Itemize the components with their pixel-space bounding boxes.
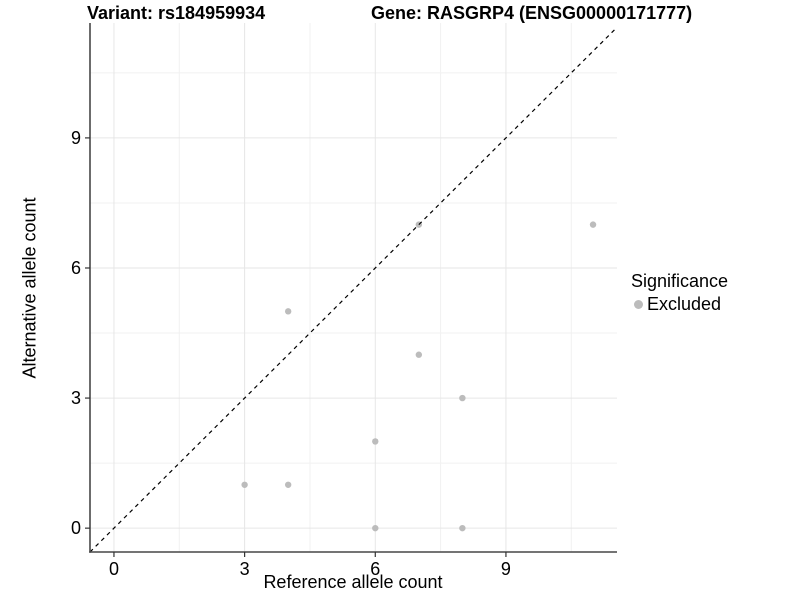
x-tick-label: 0 <box>109 559 119 579</box>
x-axis-title: Reference allele count <box>263 572 443 592</box>
legend-item-label: Excluded <box>647 294 722 314</box>
legend-item: Excluded <box>631 294 728 315</box>
y-tick-label: 3 <box>71 388 81 408</box>
y-tick-label: 0 <box>71 518 81 538</box>
gene-title: Gene: RASGRP4 (ENSG00000171777) <box>371 3 693 23</box>
data-point <box>415 351 423 358</box>
data-point <box>459 524 466 532</box>
legend-title: Significance <box>631 271 729 291</box>
x-tick-label: 3 <box>240 559 250 579</box>
data-point <box>241 481 248 488</box>
data-point <box>284 308 292 315</box>
data-point <box>459 394 466 402</box>
variant-title: Variant: rs184959934 <box>87 3 266 23</box>
y-tick-label: 9 <box>71 128 81 148</box>
y-tick-label: 6 <box>71 258 81 278</box>
legend: Significance Excluded <box>631 271 728 315</box>
data-point <box>372 524 379 532</box>
data-point <box>589 221 597 228</box>
y-axis-title: Alternative allele count <box>19 197 40 379</box>
data-point <box>284 481 292 488</box>
excluded-point-icon <box>634 300 643 309</box>
x-tick-label: 9 <box>501 559 511 579</box>
data-point <box>372 438 379 445</box>
identity-dashed-line <box>89 26 618 553</box>
x-tick-label: 6 <box>370 559 380 579</box>
